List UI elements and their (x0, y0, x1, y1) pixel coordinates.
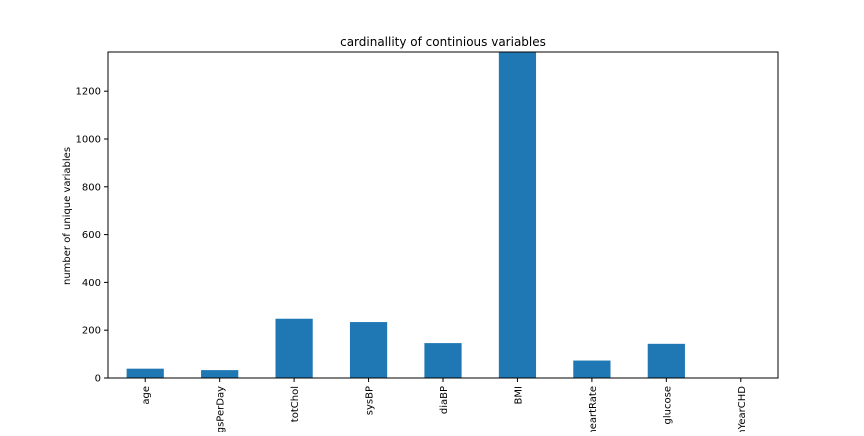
x-tick-label-heartRate: heartRate (588, 386, 599, 432)
x-tick-label-sysBP: sysBP (365, 386, 376, 415)
bar-cigsPerDay (201, 370, 238, 378)
bar-diaBP (424, 343, 461, 378)
bar-heartRate (573, 361, 610, 378)
y-axis-label: number of unique variables (62, 147, 73, 285)
y-tick-label-600: 600 (82, 230, 101, 241)
x-tick-label-TenYearCHD: TenYearCHD (737, 386, 748, 432)
y-tick-label-200: 200 (82, 326, 101, 337)
x-tick-label-BMI: BMI (513, 386, 524, 404)
x-tick-label-diaBP: diaBP (439, 386, 450, 414)
bar-age (127, 369, 164, 378)
bar-sysBP (350, 322, 387, 378)
y-tick-label-400: 400 (82, 278, 101, 289)
x-tick-label-age: age (141, 386, 152, 405)
x-axis-ticks: age cigsPerDay totChol sysBP diaBP BMI heartRa… (141, 378, 748, 432)
y-tick-label-1000: 1000 (76, 134, 101, 145)
bar-totChol (276, 319, 313, 378)
x-tick-label-totChol: totChol (290, 386, 301, 422)
y-axis-ticks: 0 200 400 600 800 1000 1200 (76, 87, 108, 385)
x-tick-label-cigsPerDay: cigsPerDay (216, 386, 227, 432)
x-tick-label-glucose: glucose (662, 386, 673, 424)
plot-frame (108, 52, 778, 378)
y-tick-label-800: 800 (82, 182, 101, 193)
y-tick-label-0: 0 (95, 374, 101, 385)
bar-BMI (499, 52, 536, 378)
bar-glucose (648, 344, 685, 378)
y-tick-label-1200: 1200 (76, 87, 101, 98)
chart-title: cardinallity of continious variables (340, 35, 546, 49)
bars-group (127, 52, 760, 378)
